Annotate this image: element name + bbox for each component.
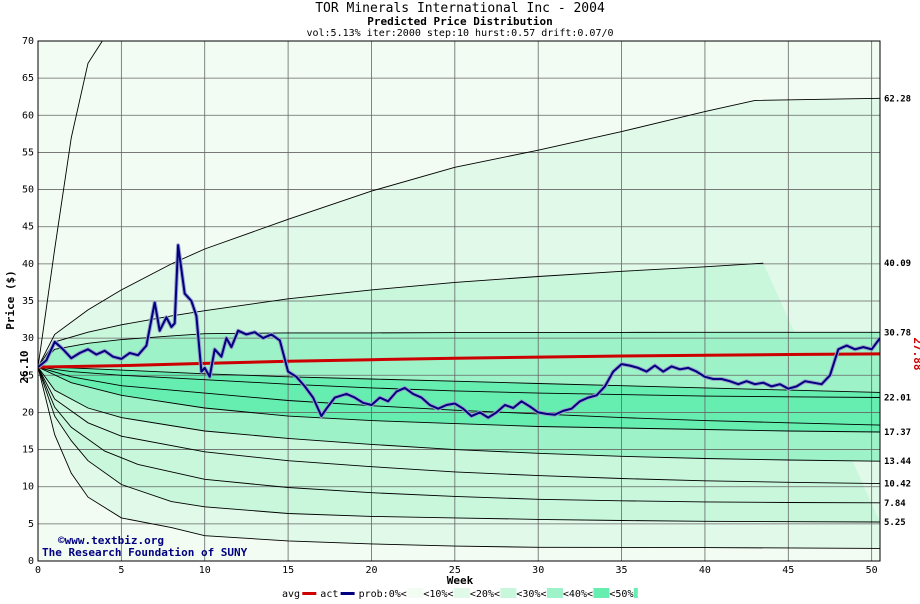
x-tick-label: 35 [616,565,628,576]
y-tick-label: 25 [22,370,34,381]
x-tick-label: 15 [282,565,294,576]
legend-label: act [320,589,338,600]
y-tick-label: 20 [22,407,34,418]
start-value-label: 26.10 [18,351,31,384]
x-tick-label: 25 [449,565,461,576]
percentile-curve-p-lower-2 [38,366,880,462]
series-act-line [38,244,880,419]
percentile-curve-p-mid-3 [38,366,880,426]
percentile-label-p-lower-4: 7.84 [884,499,906,509]
y-tick-label: 45 [22,222,34,233]
percentile-curve-p-lower-4 [38,366,880,504]
percentile-curve-lower-envelope [38,366,880,549]
y-tick-label: 10 [22,482,34,493]
chart-axes: 0 5 10 15 20 25 30 35 40 45 50 0 5 10 15 20 25 30 35 40 45 50… [18,36,920,576]
x-tick-label: 30 [532,565,544,576]
percentile-lines [38,41,880,549]
percentile-curve-p-lower-3 [38,366,880,485]
x-tick-label: 10 [199,565,211,576]
y-tick-label: 65 [22,73,34,84]
x-tick-label: 0 [35,565,41,576]
chart-subtitle: Predicted Price Distribution [367,15,552,28]
series-lines [38,243,880,420]
percentile-curve-p-mid-1 [38,366,880,393]
plot-frame [37,40,881,562]
y-tick-label: 35 [22,296,34,307]
legend-swatch [500,588,517,598]
x-axis-label: Week [447,574,474,587]
legend-swatch [302,592,317,595]
percentile-curve-upper-envelope [38,41,103,368]
simulation-params: vol:5.13% iter:2000 step:10 hurst:0.57 d… [306,28,613,39]
legend-label: avg [282,589,300,600]
x-tick-label: 5 [118,565,124,576]
chart-title: TOR Minerals International Inc - 2004 [315,1,605,16]
y-tick-label: 0 [28,556,34,567]
series-avg-line [38,352,880,369]
chart-legend: avg act prob:0%< <10%< <20%< <30%< <40%< <50% [282,588,638,600]
x-tick-label: 45 [782,565,794,576]
y-tick-label: 30 [22,333,34,344]
percentile-label-p-mid-2: 22.01 [884,393,911,403]
y-tick-label: 50 [22,185,34,196]
y-tick-label: 55 [22,147,34,158]
percentile-label-p-lower-5: 5.25 [884,518,906,528]
legend-swatch [453,588,470,598]
percentile-curve-p-mid-2 [38,366,880,398]
end-value-label: 27.88 [911,337,920,370]
credit-organization: The Research Foundation of SUNY [42,546,248,559]
percentile-label-p-lower-1: 17.37 [884,428,911,438]
x-tick-label: 40 [699,565,711,576]
band-40-50 [38,367,880,432]
y-tick-label: 60 [22,110,34,121]
percentile-curve-p-upper-1 [38,97,880,368]
legend-label: <50% [609,589,633,600]
legend-label: prob:0%< [359,589,407,600]
x-tick-label: 20 [365,565,377,576]
legend-label: <10%< [423,589,453,600]
y-axis-label: Price ($) [4,270,17,330]
percentile-label-p-upper-1: 62.28 [884,94,911,104]
y-tick-label: 70 [22,36,34,47]
x-tick-label: 50 [866,565,878,576]
legend-label: <20%< [470,589,500,600]
percentile-label-p-upper-3: 30.78 [884,328,911,338]
percentile-curve-p-upper-2 [38,262,764,368]
percentile-curve-p-upper-3 [38,331,880,368]
legend-label: <30%< [516,589,546,600]
y-tick-label: 15 [22,445,34,456]
percentile-label-p-upper-2: 40.09 [884,259,911,269]
y-tick-label: 5 [28,519,34,530]
legend-swatch [633,588,638,598]
legend-label: <40%< [563,589,593,600]
chart-grid [37,40,880,562]
legend-swatch [340,592,355,595]
credit-website: ©www.textbiz.org [58,534,164,547]
percentile-label-p-lower-3: 10.42 [884,480,911,490]
y-tick-label: 40 [22,259,34,270]
legend-swatch [593,588,610,598]
legend-swatch [407,588,424,598]
legend-swatch [546,588,563,598]
percentile-label-p-lower-2: 13.44 [884,457,912,467]
percentile-curve-p-lower-5 [38,366,880,523]
percentile-labels: 62.28 40.09 30.78 22.01 17.37 13.44 10.42 7.84 5… [884,94,912,528]
percentile-curve-p-lower-1 [38,366,880,433]
